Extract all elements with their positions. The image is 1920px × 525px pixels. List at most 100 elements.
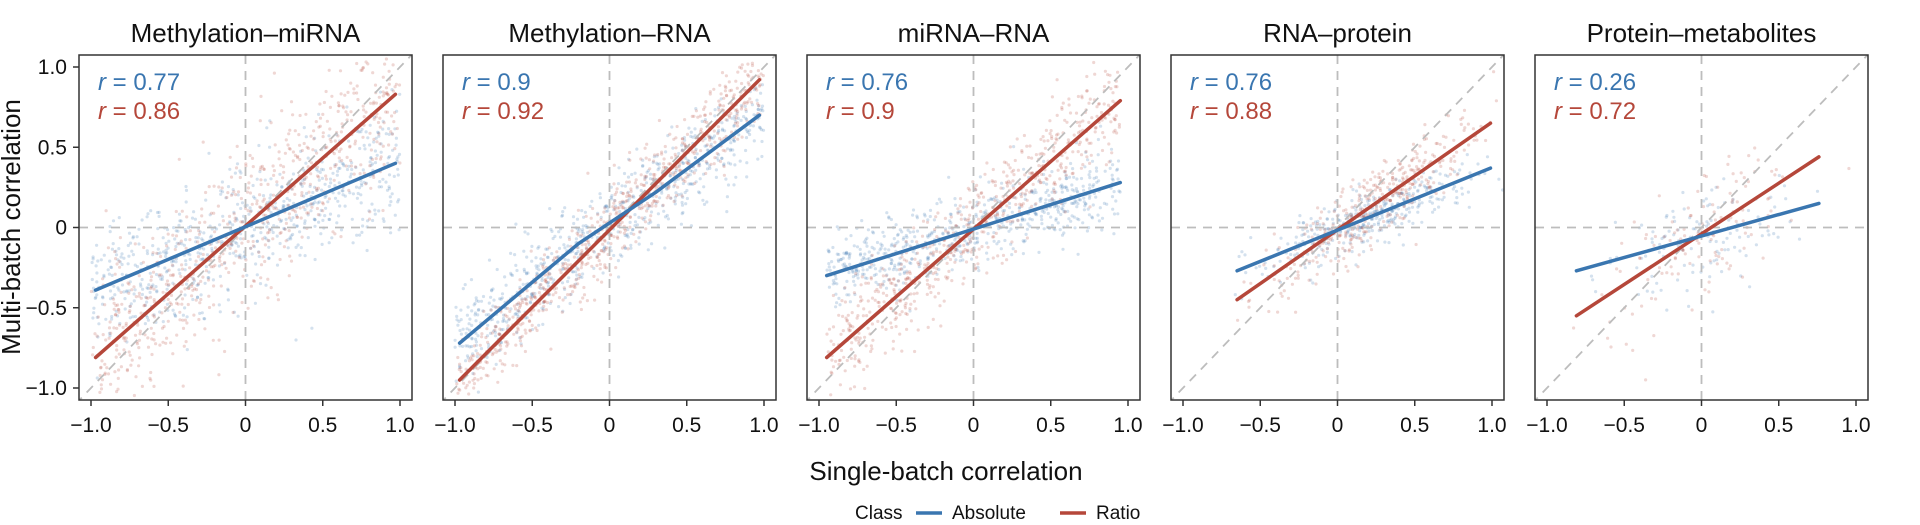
point-absolute	[471, 352, 475, 356]
point-ratio	[1744, 184, 1748, 188]
point-ratio	[660, 152, 664, 156]
point-absolute	[541, 300, 546, 305]
point-absolute	[995, 211, 999, 215]
point-ratio	[645, 209, 649, 213]
point-ratio	[1398, 216, 1402, 220]
point-ratio	[149, 326, 153, 330]
point-absolute	[1676, 228, 1680, 232]
point-ratio	[860, 275, 864, 279]
point-ratio	[485, 361, 489, 365]
point-ratio	[387, 69, 391, 73]
point-absolute	[1088, 176, 1092, 180]
point-ratio	[838, 383, 843, 387]
point-absolute	[894, 242, 898, 246]
point-absolute	[1655, 281, 1659, 285]
point-ratio	[1065, 120, 1069, 124]
point-absolute	[97, 322, 101, 326]
point-absolute	[1426, 186, 1430, 190]
point-ratio	[1024, 188, 1029, 192]
point-ratio	[654, 204, 658, 208]
point-ratio	[904, 301, 908, 305]
point-absolute	[928, 232, 932, 236]
point-absolute	[571, 215, 576, 219]
point-ratio	[109, 331, 113, 335]
point-ratio	[1339, 194, 1343, 199]
point-ratio	[1399, 191, 1403, 195]
point-ratio	[618, 200, 622, 204]
point-ratio	[1052, 145, 1056, 149]
point-absolute	[311, 202, 315, 206]
point-absolute	[95, 243, 99, 247]
point-ratio	[209, 258, 213, 262]
point-ratio	[660, 150, 664, 154]
point-ratio	[197, 229, 201, 233]
point-ratio	[1681, 248, 1685, 252]
point-absolute	[939, 200, 943, 204]
point-ratio	[293, 210, 297, 214]
point-absolute	[831, 245, 835, 250]
point-ratio	[1276, 310, 1280, 314]
point-ratio	[1048, 174, 1052, 178]
point-ratio	[122, 335, 126, 339]
point-ratio	[374, 157, 378, 161]
point-ratio	[1363, 230, 1367, 234]
point-ratio	[497, 332, 501, 336]
point-ratio	[315, 165, 320, 169]
point-ratio	[171, 274, 175, 278]
point-absolute	[268, 119, 272, 123]
point-absolute	[120, 283, 125, 287]
point-absolute	[698, 177, 702, 181]
point-ratio	[1030, 172, 1034, 176]
point-ratio	[590, 264, 594, 268]
point-absolute	[540, 306, 544, 310]
point-ratio	[459, 366, 463, 370]
point-ratio	[1045, 177, 1049, 181]
point-absolute	[1451, 187, 1455, 191]
point-ratio	[1632, 220, 1636, 224]
point-absolute	[928, 234, 932, 238]
point-ratio	[1385, 214, 1389, 218]
point-absolute	[102, 253, 106, 257]
point-absolute	[973, 188, 978, 192]
point-absolute	[388, 195, 392, 199]
point-ratio	[266, 231, 270, 235]
point-absolute	[1061, 247, 1065, 251]
point-ratio	[722, 96, 726, 100]
point-absolute	[1244, 271, 1248, 275]
point-absolute	[229, 227, 233, 231]
point-ratio	[925, 282, 930, 286]
point-ratio	[241, 220, 245, 224]
point-ratio	[346, 90, 350, 94]
point-absolute	[304, 135, 308, 139]
point-ratio	[116, 307, 120, 312]
point-ratio	[643, 177, 647, 182]
point-absolute	[1387, 220, 1391, 224]
point-absolute	[644, 175, 648, 179]
point-ratio	[620, 246, 625, 250]
point-absolute	[1715, 249, 1719, 253]
point-absolute	[164, 254, 168, 258]
point-ratio	[614, 190, 619, 194]
point-ratio	[1016, 168, 1021, 172]
point-absolute	[350, 167, 354, 172]
point-ratio	[318, 124, 322, 128]
point-ratio	[831, 293, 836, 298]
point-absolute	[1278, 259, 1282, 263]
point-ratio	[1066, 138, 1070, 142]
point-ratio	[1054, 137, 1058, 141]
point-ratio	[1110, 151, 1114, 155]
point-ratio	[476, 367, 480, 371]
point-absolute	[835, 282, 839, 286]
point-absolute	[278, 172, 282, 176]
point-absolute	[234, 216, 239, 220]
point-ratio	[728, 89, 732, 93]
point-ratio	[740, 63, 744, 67]
point-ratio	[1717, 255, 1721, 259]
point-ratio	[1005, 174, 1009, 178]
point-absolute	[1374, 209, 1379, 213]
point-absolute	[207, 151, 211, 155]
point-absolute	[865, 268, 869, 272]
point-ratio	[642, 183, 647, 187]
point-ratio	[905, 259, 909, 263]
point-ratio	[909, 302, 913, 306]
